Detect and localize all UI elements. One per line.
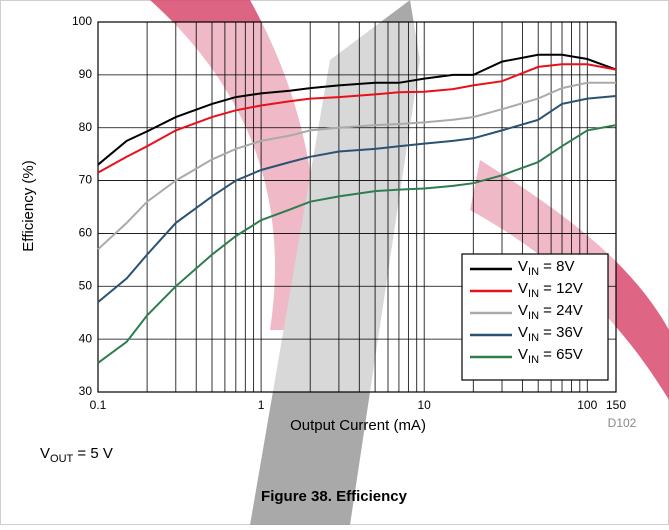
series-line bbox=[97, 63, 617, 174]
y-tick-label: 70 bbox=[79, 173, 93, 187]
y-tick-label: 40 bbox=[79, 331, 93, 345]
note: VOUT = 5 V bbox=[40, 445, 113, 465]
y-tick-label: 60 bbox=[79, 226, 93, 240]
legend-label: VIN = 12V bbox=[518, 280, 583, 300]
x-tick-label: 0.1 bbox=[90, 398, 107, 412]
plot-border bbox=[97, 21, 617, 393]
y-tick-label: 30 bbox=[79, 384, 93, 398]
x-tick-label: 10 bbox=[418, 398, 432, 412]
caption: Figure 38. Efficiency bbox=[261, 488, 408, 505]
y-tick-label: 90 bbox=[79, 67, 93, 81]
series-line bbox=[97, 81, 616, 251]
series-line bbox=[97, 53, 617, 166]
y-tick-label: 50 bbox=[79, 278, 93, 292]
series-line bbox=[97, 124, 617, 364]
x-tick-label: 100 bbox=[577, 398, 597, 412]
legend-label: VIN = 65V bbox=[518, 346, 583, 366]
legend-label: VIN = 8V bbox=[518, 258, 574, 278]
legend-label: VIN = 36V bbox=[518, 324, 583, 344]
y-axis-label: Efficiency (%) bbox=[20, 160, 37, 251]
x-axis-label: Output Current (mA) bbox=[290, 417, 426, 434]
y-tick-label: 100 bbox=[72, 14, 92, 28]
y-tick-label: 80 bbox=[79, 120, 93, 134]
legend-label: VIN = 24V bbox=[518, 302, 583, 322]
figure-code: D102 bbox=[608, 416, 637, 430]
x-tick-label: 150 bbox=[606, 398, 626, 412]
series-line bbox=[97, 95, 617, 303]
x-tick-label: 1 bbox=[258, 398, 265, 412]
legend-box bbox=[461, 253, 609, 381]
